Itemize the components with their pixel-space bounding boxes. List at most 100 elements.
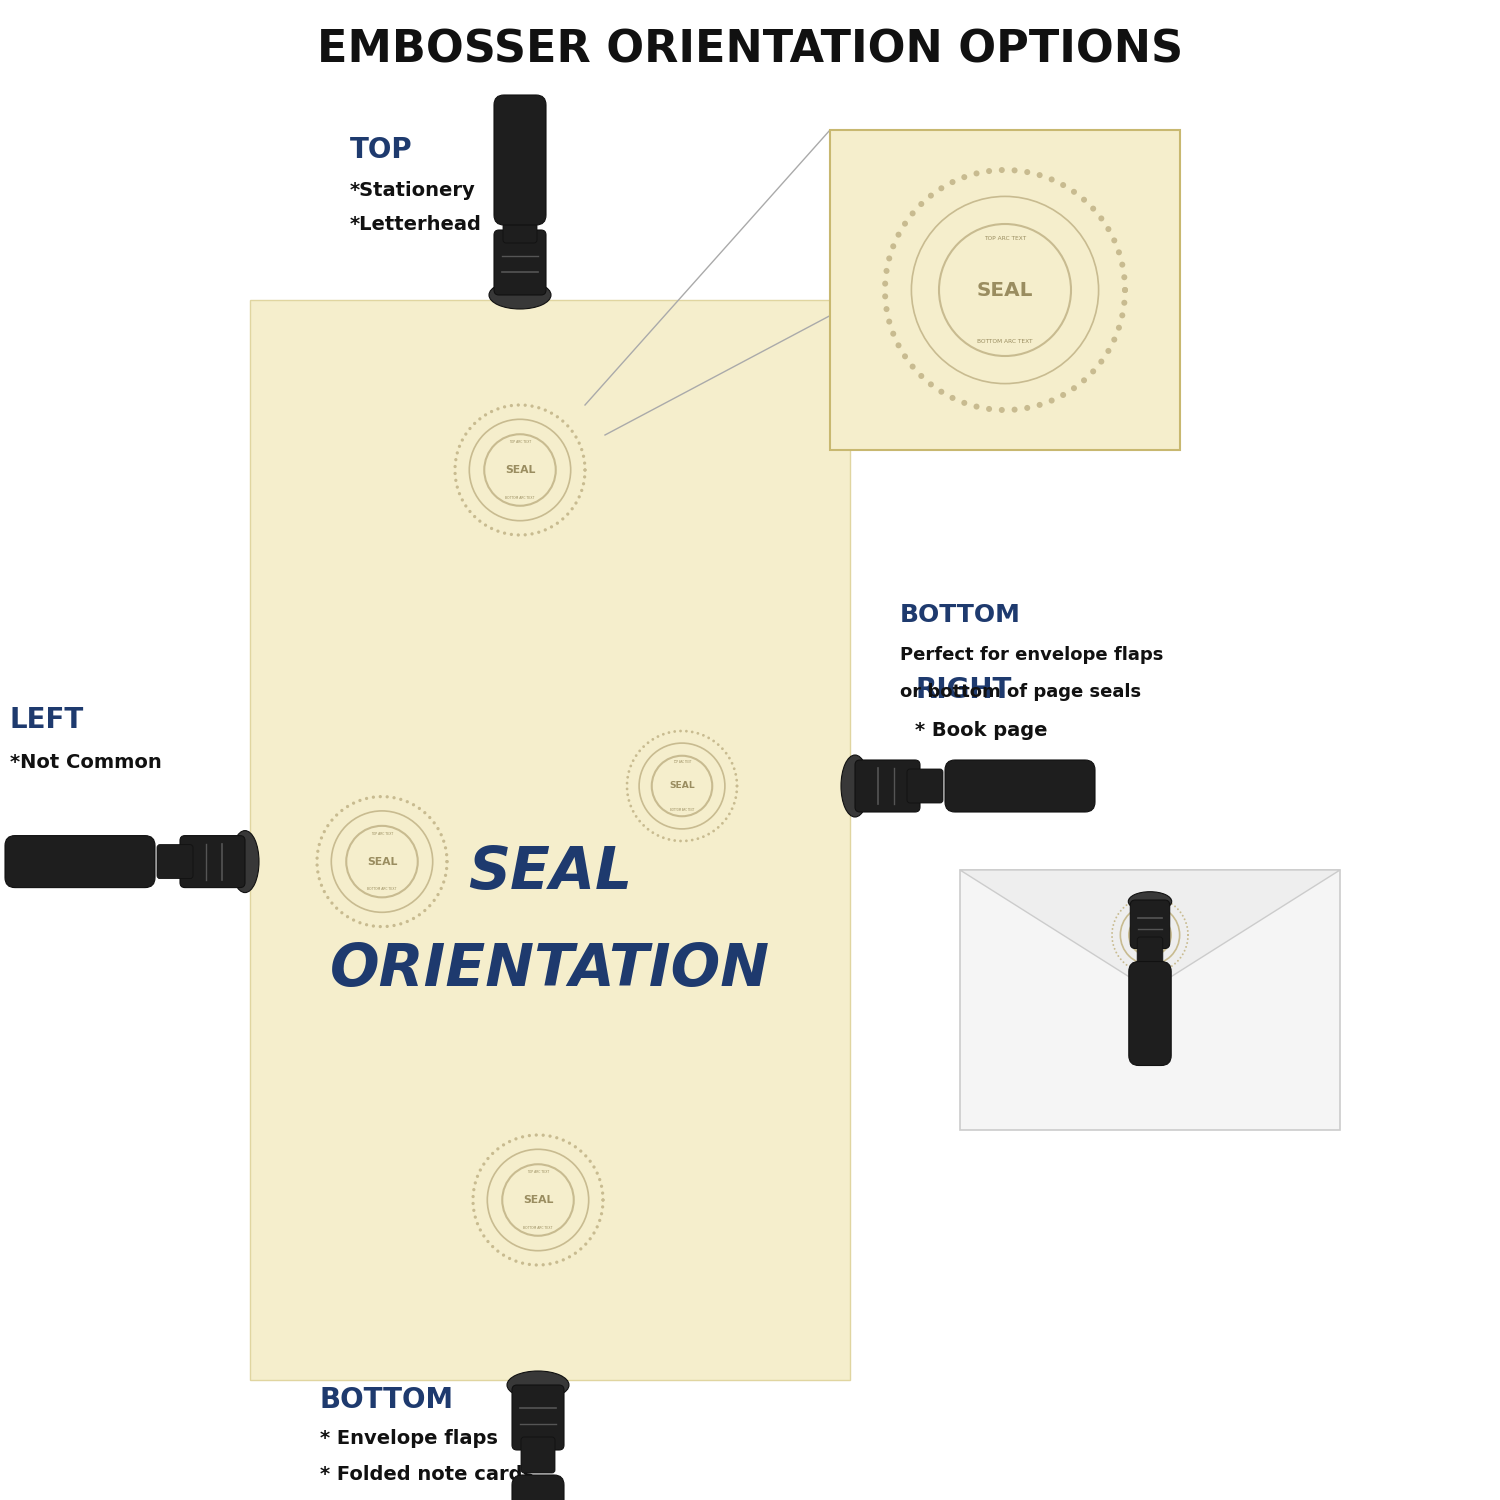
Circle shape: [478, 417, 482, 420]
Circle shape: [1048, 398, 1054, 404]
Circle shape: [340, 808, 344, 812]
FancyBboxPatch shape: [158, 844, 194, 879]
Circle shape: [1160, 970, 1162, 972]
Circle shape: [440, 886, 442, 890]
Circle shape: [468, 510, 471, 513]
Circle shape: [496, 406, 500, 411]
Circle shape: [909, 210, 915, 216]
Circle shape: [490, 410, 494, 413]
Circle shape: [1136, 970, 1138, 972]
Circle shape: [1119, 312, 1125, 318]
Circle shape: [1122, 908, 1125, 909]
Circle shape: [579, 1248, 582, 1251]
Circle shape: [573, 1251, 578, 1256]
Circle shape: [334, 813, 339, 816]
Circle shape: [442, 840, 446, 843]
Circle shape: [358, 800, 362, 802]
Circle shape: [386, 926, 388, 928]
Text: *Stationery: *Stationery: [350, 180, 476, 200]
Circle shape: [478, 1168, 482, 1172]
Circle shape: [436, 827, 439, 830]
Circle shape: [543, 408, 548, 411]
Circle shape: [503, 1143, 506, 1146]
Circle shape: [320, 837, 322, 840]
Circle shape: [1120, 910, 1122, 912]
Circle shape: [566, 424, 570, 427]
Circle shape: [1144, 972, 1146, 974]
Circle shape: [962, 174, 968, 180]
Circle shape: [646, 828, 650, 831]
Circle shape: [1186, 938, 1188, 940]
Circle shape: [882, 294, 888, 300]
Text: or bottom of page seals: or bottom of page seals: [900, 682, 1142, 700]
Circle shape: [458, 444, 460, 448]
Circle shape: [902, 354, 908, 360]
Circle shape: [442, 880, 446, 884]
Circle shape: [490, 1245, 495, 1248]
Circle shape: [1036, 402, 1042, 408]
Circle shape: [496, 1148, 500, 1150]
Bar: [830, 130, 1180, 450]
Circle shape: [440, 833, 442, 837]
Circle shape: [542, 1134, 544, 1137]
Circle shape: [568, 1256, 572, 1258]
Circle shape: [399, 922, 402, 926]
Circle shape: [974, 171, 980, 177]
Circle shape: [570, 507, 574, 510]
Circle shape: [646, 741, 650, 744]
Circle shape: [496, 1250, 500, 1252]
Circle shape: [334, 906, 339, 910]
Circle shape: [484, 524, 488, 526]
Text: SEAL: SEAL: [368, 856, 398, 867]
Circle shape: [417, 807, 422, 810]
Circle shape: [509, 1257, 512, 1260]
Circle shape: [1082, 378, 1088, 384]
Circle shape: [1024, 405, 1030, 411]
Circle shape: [702, 734, 705, 736]
Circle shape: [1082, 196, 1088, 202]
FancyBboxPatch shape: [1130, 962, 1172, 1065]
Circle shape: [696, 837, 699, 840]
Circle shape: [478, 1228, 482, 1232]
Circle shape: [1071, 386, 1077, 392]
Text: * Book page: * Book page: [915, 720, 1047, 740]
Circle shape: [662, 734, 664, 735]
Circle shape: [634, 815, 638, 818]
Circle shape: [378, 795, 382, 798]
Circle shape: [735, 790, 738, 794]
Circle shape: [632, 810, 634, 813]
Circle shape: [454, 478, 458, 482]
Circle shape: [454, 458, 458, 462]
Circle shape: [886, 318, 892, 324]
Circle shape: [1186, 934, 1190, 936]
Circle shape: [474, 1182, 477, 1185]
Circle shape: [432, 821, 436, 825]
Circle shape: [1113, 944, 1114, 946]
Circle shape: [555, 1260, 558, 1264]
Circle shape: [315, 856, 318, 859]
Circle shape: [1182, 954, 1184, 956]
Circle shape: [596, 1226, 598, 1228]
Circle shape: [472, 514, 477, 517]
Text: SEAL: SEAL: [524, 1196, 554, 1204]
Circle shape: [950, 178, 956, 184]
Circle shape: [627, 794, 628, 796]
Text: TOP ARC TEXT: TOP ARC TEXT: [370, 831, 393, 836]
Circle shape: [735, 784, 738, 788]
Circle shape: [1116, 324, 1122, 330]
Circle shape: [352, 918, 356, 921]
Circle shape: [592, 1166, 596, 1168]
Circle shape: [484, 414, 488, 417]
Text: SEAL: SEAL: [506, 465, 536, 476]
Circle shape: [1113, 924, 1114, 926]
Circle shape: [884, 306, 890, 312]
FancyBboxPatch shape: [1137, 938, 1162, 964]
Circle shape: [352, 801, 356, 806]
Circle shape: [724, 752, 728, 754]
Circle shape: [364, 796, 368, 800]
Circle shape: [1122, 962, 1125, 963]
Circle shape: [708, 736, 710, 740]
Circle shape: [1125, 964, 1128, 966]
Circle shape: [1184, 950, 1185, 951]
Circle shape: [596, 1172, 598, 1174]
